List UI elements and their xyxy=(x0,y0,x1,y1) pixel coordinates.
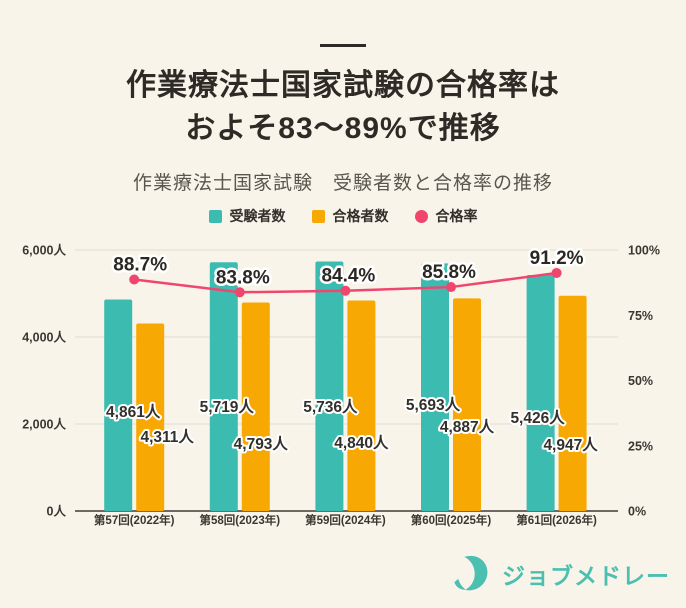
jobmedley-logo-text: ジョブメドレー xyxy=(502,563,670,589)
passers-bar xyxy=(347,300,376,511)
examinees-bar xyxy=(104,299,133,511)
page-title-line-1: 作業療法士国家試験の合格率は xyxy=(126,69,560,102)
x-axis-label: 第57回(2022年) xyxy=(94,513,175,527)
passers-bar xyxy=(558,295,587,511)
examinees-bar xyxy=(209,262,238,511)
title-accent-dash xyxy=(320,44,366,47)
x-axis-label: 第61回(2026年) xyxy=(516,513,597,527)
passers-value-label: 4,793人 xyxy=(234,435,289,453)
right-axis-tick: 0% xyxy=(628,505,646,519)
legend-label-pass-rate: 合格率 xyxy=(435,208,478,224)
x-axis-label: 第60回(2025年) xyxy=(411,513,492,527)
pass-rate-point xyxy=(446,282,456,293)
legend-item-passers: 合格者数 xyxy=(311,206,389,226)
left-axis-tick: 6,000人 xyxy=(22,243,66,258)
passers-value-label: 4,887人 xyxy=(440,418,495,436)
chart-title: 作業療法士国家試験 受験者数と合格率の推移 xyxy=(132,173,553,194)
pass-rate-point xyxy=(551,267,562,278)
page-title-line-2: およそ83〜89%で推移 xyxy=(185,112,501,145)
examinees-value-label: 5,426人 xyxy=(510,409,565,427)
examinees-bar xyxy=(421,263,449,511)
right-axis-tick: 100% xyxy=(628,244,660,258)
pass-rate-point xyxy=(234,287,245,298)
pass-rate-label: 88.7% xyxy=(113,254,167,275)
passers-bar xyxy=(453,298,481,511)
legend-label-examinees: 受験者数 xyxy=(229,208,286,224)
pass-rate-point xyxy=(340,285,351,296)
page-title: 作業療法士国家試験の合格率は およそ83〜89%で推移 xyxy=(0,64,686,150)
legend-label-passers: 合格者数 xyxy=(332,208,389,224)
passers-bar xyxy=(136,323,165,511)
legend-item-pass-rate: 合格率 xyxy=(414,206,478,226)
pass-rate-point xyxy=(129,274,140,285)
pass-rate-label: 84.4% xyxy=(321,266,375,287)
pass-rate-label: 91.2% xyxy=(530,248,584,269)
chart-legend: 受験者数 合格者数 合格率 xyxy=(0,206,686,226)
passers-value-label: 4,947人 xyxy=(543,436,598,454)
pass-rate-label: 83.8% xyxy=(216,267,270,288)
passers-value-label: 4,311人 xyxy=(140,428,194,446)
examinees-value-label: 5,719人 xyxy=(200,398,255,416)
examinees-value-label: 5,693人 xyxy=(406,396,461,414)
x-axis-label: 第58回(2023年) xyxy=(200,513,281,527)
examinees-swatch-icon xyxy=(208,209,222,223)
pass-rate-label: 85.8% xyxy=(422,262,476,283)
right-axis-tick: 75% xyxy=(628,309,653,323)
x-axis-label: 第59回(2024年) xyxy=(305,513,386,527)
jobmedley-logo-icon xyxy=(454,555,488,591)
legend-item-examinees: 受験者数 xyxy=(208,206,286,226)
jobmedley-logo: ジョブメドレー xyxy=(452,553,670,595)
left-axis-tick: 0人 xyxy=(47,504,67,519)
examinees-bar xyxy=(526,274,555,511)
left-axis-tick: 4,000人 xyxy=(22,330,66,345)
left-axis-tick: 2,000人 xyxy=(22,417,66,432)
pass-rate-swatch-icon xyxy=(414,209,428,223)
examinees-value-label: 4,861人 xyxy=(106,403,161,421)
passers-value-label: 4,840人 xyxy=(334,434,389,452)
examinees-value-label: 5,736人 xyxy=(303,398,358,416)
passers-swatch-icon xyxy=(311,209,325,223)
passers-bar xyxy=(241,302,270,511)
right-axis-tick: 50% xyxy=(628,374,653,388)
right-axis-tick: 25% xyxy=(628,439,653,453)
examinees-bar xyxy=(315,261,344,511)
